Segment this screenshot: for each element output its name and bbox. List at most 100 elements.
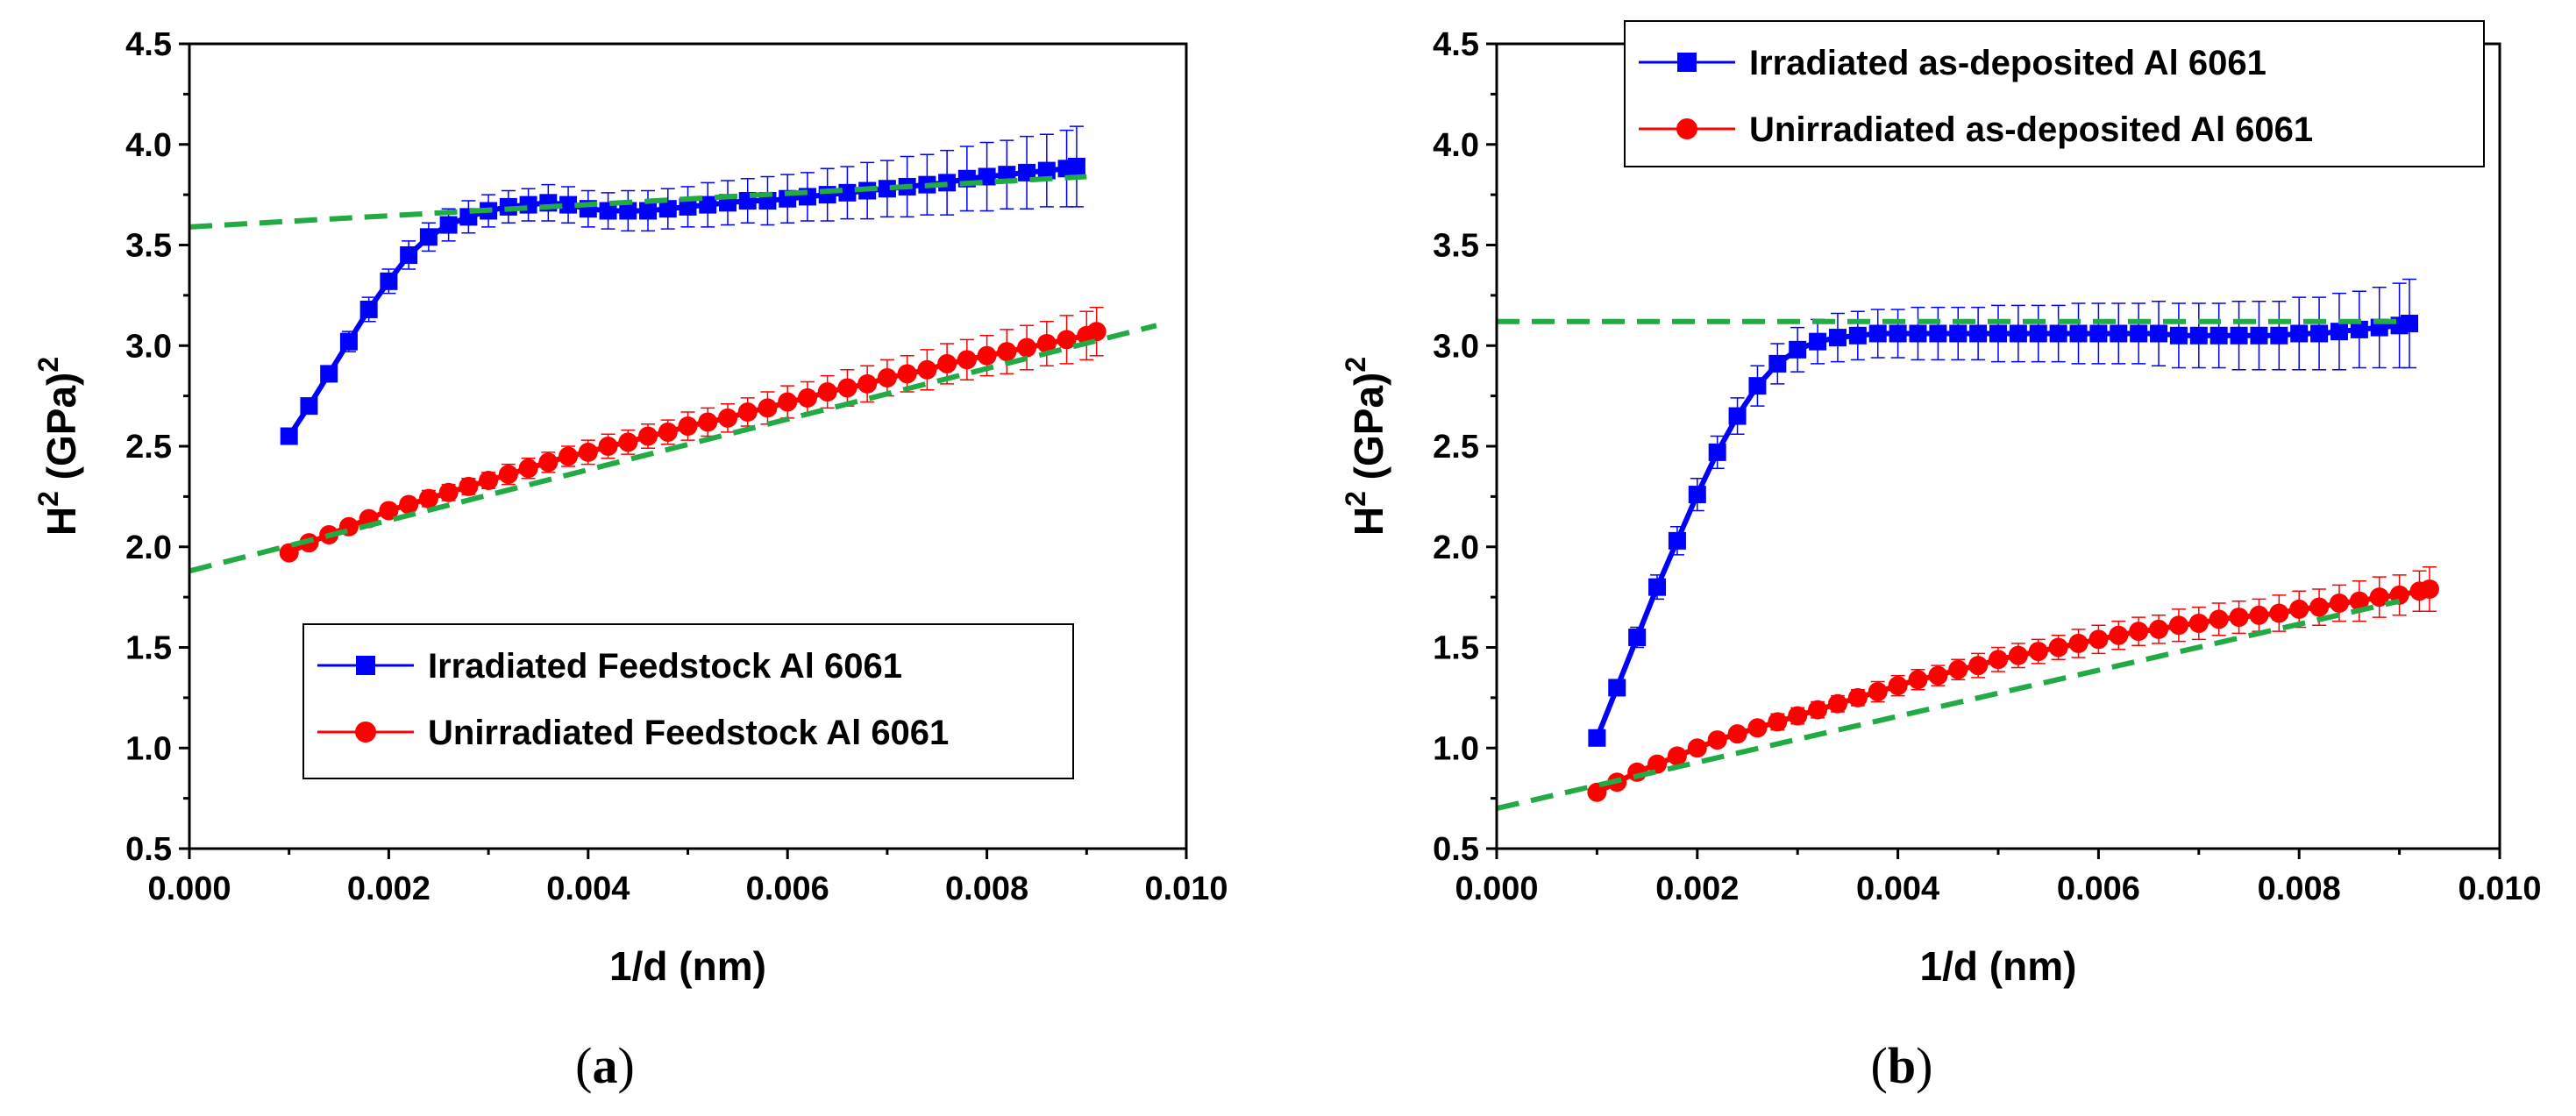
data-point <box>977 345 997 366</box>
data-point <box>2210 326 2228 345</box>
data-point <box>459 476 479 496</box>
data-point <box>419 228 438 246</box>
data-point <box>1768 712 1788 732</box>
x-tick-label: 0.004 <box>546 871 630 907</box>
data-point <box>758 398 778 418</box>
x-tick-label: 0.004 <box>1856 871 1939 907</box>
y-tick-label: 2.0 <box>125 530 172 566</box>
y-tick-label: 4.5 <box>1433 26 1479 63</box>
data-point <box>957 350 977 370</box>
data-point <box>1667 746 1687 766</box>
data-point <box>320 365 338 383</box>
data-point <box>877 367 897 387</box>
data-point <box>678 416 698 437</box>
x-tick-label: 0.008 <box>945 871 1028 907</box>
plot-data-group <box>189 125 1157 574</box>
data-point <box>1628 629 1647 647</box>
x-tick-label: 0.010 <box>1144 871 1228 907</box>
data-point <box>997 342 1017 362</box>
series-line <box>288 329 1098 556</box>
chart-b-svg: 0.000 0.002 0.004 0.006 0.008 0.010 0.5 1.0 1.5 2… <box>1340 20 2542 1094</box>
data-point <box>2048 637 2068 658</box>
x-tick-label: 0.006 <box>746 871 829 907</box>
data-point <box>1057 330 1077 350</box>
data-point <box>1868 681 1888 701</box>
data-point <box>2229 608 2249 628</box>
y-tick-label: 4.0 <box>125 127 172 164</box>
data-point <box>1037 161 1056 180</box>
x-axis-label: 1/d (nm) <box>1920 943 2077 989</box>
data-point <box>598 437 618 456</box>
legend-swatch-marker <box>355 721 376 743</box>
y-label-base: H <box>39 507 84 536</box>
data-point <box>2029 324 2047 343</box>
data-point <box>2329 594 2349 614</box>
caption-close: ) <box>618 1037 635 1094</box>
data-point <box>1989 324 2007 343</box>
data-point <box>737 402 758 422</box>
fit-line-unirradiated <box>189 323 1157 574</box>
data-point <box>1707 730 1727 750</box>
caption-open: ( <box>1871 1037 1888 1094</box>
data-point <box>1868 324 1887 343</box>
x-tick-label: 0.008 <box>2258 871 2341 907</box>
data-point <box>2209 609 2229 629</box>
data-point <box>2289 599 2309 619</box>
y-tick-label: 4.0 <box>1433 127 1479 164</box>
data-point <box>638 426 658 446</box>
legend-swatch-marker <box>1677 53 1697 72</box>
panel-caption: (a) <box>575 1037 635 1094</box>
data-point <box>679 197 697 216</box>
data-point <box>857 373 878 394</box>
series-line <box>1594 321 2410 739</box>
caption-letter: a <box>593 1037 618 1094</box>
data-point <box>1809 332 1827 351</box>
data-point <box>837 378 857 398</box>
x-tick-label: 0.002 <box>1655 871 1739 907</box>
data-point <box>937 353 957 373</box>
fit-line-unirradiated <box>1497 598 2401 812</box>
data-point <box>599 202 617 220</box>
data-point <box>2130 324 2148 343</box>
data-point <box>1969 324 1988 343</box>
legend-label: Irradiated Feedstock Al 6061 <box>428 647 902 686</box>
data-point <box>2350 320 2368 338</box>
data-point <box>2189 326 2208 345</box>
data-point <box>1728 407 1747 425</box>
data-point <box>1017 338 1037 358</box>
y-tick-label: 2.5 <box>1433 429 1479 466</box>
data-point <box>1018 163 1036 181</box>
y-axis-label: H2 (GPa)2 <box>32 357 84 536</box>
data-point <box>2250 326 2268 345</box>
data-point <box>2249 605 2269 625</box>
data-point <box>1788 706 1808 726</box>
data-point <box>2028 642 2048 662</box>
data-point <box>399 494 419 515</box>
data-point <box>2369 587 2389 608</box>
plot-data-group <box>1497 278 2439 812</box>
data-point <box>2049 324 2067 343</box>
y-tick-label: 3.5 <box>1433 228 1479 265</box>
data-point <box>2149 619 2169 639</box>
data-point <box>2349 591 2369 611</box>
data-point <box>2310 324 2329 343</box>
x-tick-label: 0.002 <box>347 871 431 907</box>
y-tick-label: 2.0 <box>1433 530 1479 566</box>
data-point <box>1827 693 1847 714</box>
data-point <box>917 359 937 380</box>
data-point <box>797 387 817 408</box>
data-point <box>379 501 399 521</box>
caption-open: ( <box>575 1037 592 1094</box>
data-point <box>1789 340 1807 359</box>
y-axis-label: H2 (GPa)2 <box>1340 357 1391 536</box>
data-point <box>978 167 996 186</box>
data-point <box>2009 324 2027 343</box>
data-point <box>2068 633 2089 653</box>
data-point <box>698 412 718 432</box>
data-point <box>359 300 378 318</box>
chart-panel-a: 0.000 0.002 0.004 0.006 0.008 0.010 0.5 1.0 1.5 2… <box>32 26 1228 1094</box>
y-label-unit-sup: 2 <box>1340 357 1371 373</box>
data-point <box>1648 578 1667 596</box>
data-point <box>2270 326 2288 345</box>
data-point <box>2188 613 2209 633</box>
